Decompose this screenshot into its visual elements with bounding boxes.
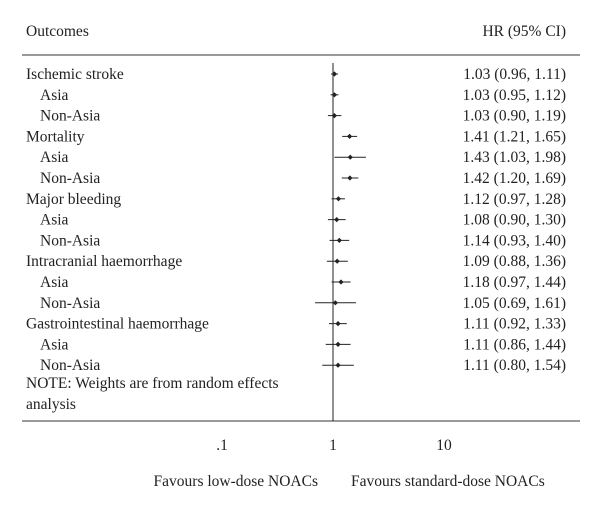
row-label-gastrointestinal-haemorrhage: Gastrointestinal haemorrhage xyxy=(26,316,209,333)
right-axis-label: Favours standard-dose NOACs xyxy=(351,473,545,490)
header-outcomes: Outcomes xyxy=(26,23,89,40)
row-label-major-bleeding-non-asia: Non-Asia xyxy=(40,232,100,249)
row-label-major-bleeding: Major bleeding xyxy=(26,191,121,208)
row-label-intracranial-haemorrhage: Intracranial haemorrhage xyxy=(26,253,182,270)
note-line-2: analysis xyxy=(26,396,76,413)
row-label-ischemic-stroke: Ischemic stroke xyxy=(26,66,124,83)
row-label-mortality: Mortality xyxy=(26,128,85,145)
x-tick-label-10: 10 xyxy=(436,437,452,454)
row-value-gastrointestinal-haemorrhage: 1.11 (0.92, 1.33) xyxy=(463,316,566,333)
row-value-ischemic-stroke-asia: 1.03 (0.95, 1.12) xyxy=(463,87,566,104)
row-value-gastrointestinal-haemorrhage-non-asia: 1.11 (0.80, 1.54) xyxy=(463,357,566,374)
x-tick-label-1: 1 xyxy=(329,437,337,454)
row-value-major-bleeding: 1.12 (0.97, 1.28) xyxy=(463,191,566,208)
point-estimate-mortality-asia xyxy=(347,154,353,160)
row-value-ischemic-stroke: 1.03 (0.96, 1.11) xyxy=(463,66,566,83)
row-value-mortality-asia: 1.43 (1.03, 1.98) xyxy=(463,149,566,166)
note-line-1: NOTE: Weights are from random effects xyxy=(26,375,279,392)
point-estimate-gastrointestinal-haemorrhage-asia xyxy=(335,341,341,347)
point-estimate-ischemic-stroke xyxy=(331,71,338,77)
row-label-intracranial-haemorrhage-non-asia: Non-Asia xyxy=(40,295,100,312)
point-estimate-ischemic-stroke-non-asia xyxy=(331,113,338,119)
point-estimate-major-bleeding-asia xyxy=(334,217,340,223)
row-value-major-bleeding-asia: 1.08 (0.90, 1.30) xyxy=(463,212,566,229)
x-tick-label-0p1: .1 xyxy=(216,437,228,454)
point-estimate-mortality xyxy=(346,133,353,139)
row-value-intracranial-haemorrhage-asia: 1.18 (0.97, 1.44) xyxy=(463,274,566,291)
row-value-major-bleeding-non-asia: 1.14 (0.93, 1.40) xyxy=(463,232,566,249)
left-axis-label: Favours low-dose NOACs xyxy=(154,473,318,490)
row-value-mortality: 1.41 (1.21, 1.65) xyxy=(463,128,566,145)
row-label-gastrointestinal-haemorrhage-asia: Asia xyxy=(40,336,69,353)
row-value-mortality-non-asia: 1.42 (1.20, 1.69) xyxy=(463,170,566,187)
row-label-mortality-non-asia: Non-Asia xyxy=(40,170,100,187)
row-label-ischemic-stroke-non-asia: Non-Asia xyxy=(40,108,100,125)
point-estimate-intracranial-haemorrhage-asia xyxy=(338,279,344,285)
point-estimate-intracranial-haemorrhage xyxy=(334,258,340,264)
point-estimate-major-bleeding xyxy=(335,196,342,202)
point-estimate-mortality-non-asia xyxy=(347,175,353,181)
row-value-intracranial-haemorrhage: 1.09 (0.88, 1.36) xyxy=(463,253,566,270)
point-estimate-major-bleeding-non-asia xyxy=(336,237,342,243)
row-value-intracranial-haemorrhage-non-asia: 1.05 (0.69, 1.61) xyxy=(463,295,566,312)
row-label-intracranial-haemorrhage-asia: Asia xyxy=(40,274,69,291)
point-estimate-intracranial-haemorrhage-non-asia xyxy=(332,300,338,306)
point-estimate-gastrointestinal-haemorrhage-non-asia xyxy=(335,362,341,368)
row-label-gastrointestinal-haemorrhage-non-asia: Non-Asia xyxy=(40,357,100,374)
point-estimate-ischemic-stroke-asia xyxy=(331,92,338,98)
point-estimate-gastrointestinal-haemorrhage xyxy=(335,321,341,327)
header-hr: HR (95% CI) xyxy=(482,23,566,40)
row-label-ischemic-stroke-asia: Asia xyxy=(40,87,69,104)
row-value-gastrointestinal-haemorrhage-asia: 1.11 (0.86, 1.44) xyxy=(463,336,566,353)
row-label-mortality-asia: Asia xyxy=(40,149,69,166)
row-value-ischemic-stroke-non-asia: 1.03 (0.90, 1.19) xyxy=(463,108,566,125)
row-label-major-bleeding-asia: Asia xyxy=(40,212,69,229)
